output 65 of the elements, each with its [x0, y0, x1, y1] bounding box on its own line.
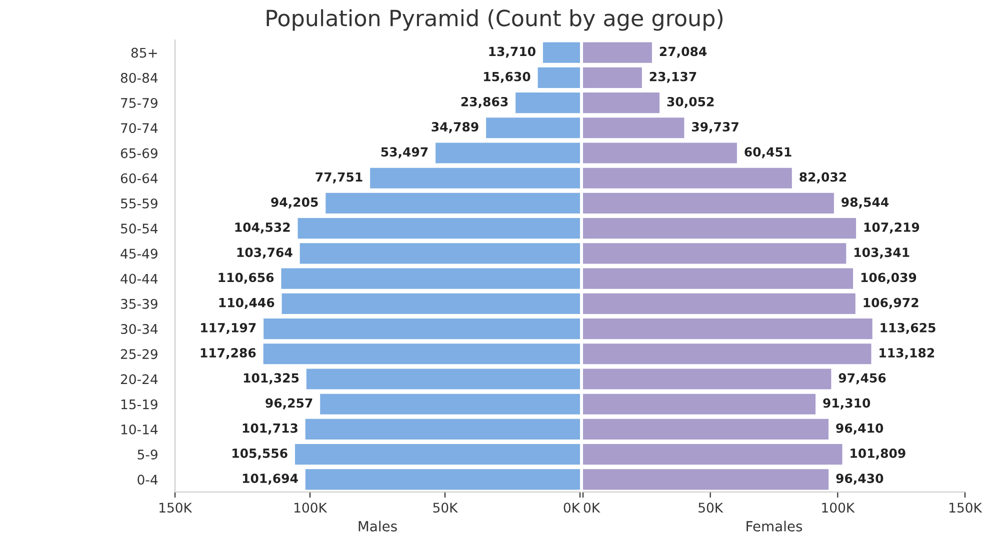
x-tick-label: 150K [160, 502, 192, 513]
y-tick-label: 15-19 [121, 399, 158, 410]
data-label: 60,451 [744, 147, 792, 158]
x-tick-label: 50K [698, 502, 724, 513]
y-tick-label: 45-49 [120, 248, 158, 259]
data-label: 91,310 [823, 398, 870, 410]
data-label: 113,182 [880, 348, 934, 360]
y-tick-label: 25-29 [120, 349, 158, 360]
data-label: 106,039 [861, 272, 916, 284]
x-tick-label: 100K [294, 502, 328, 513]
data-label: 105,556 [232, 448, 288, 460]
y-tick-label: 20-24 [120, 374, 158, 384]
data-label: 34,789 [432, 122, 478, 134]
data-label: 94,205 [271, 197, 318, 208]
x-axis-title: Females [746, 520, 802, 532]
y-tick-label: 70-74 [121, 123, 158, 134]
y-tick-label: 40-44 [120, 274, 158, 284]
data-label: 15,630 [484, 72, 530, 83]
data-label: 77,751 [316, 172, 362, 184]
y-tick-label: 30-34 [121, 324, 158, 334]
y-tick-label: 55-59 [121, 198, 158, 208]
x-tick-label: 0K [564, 502, 580, 513]
data-label: 106,972 [864, 298, 918, 309]
data-label: 101,713 [242, 423, 298, 434]
data-label: 96,257 [266, 398, 312, 410]
data-label: 113,625 [880, 322, 936, 334]
data-label: 104,532 [235, 222, 290, 234]
data-label: 117,197 [201, 322, 256, 334]
data-label: 101,325 [244, 373, 299, 384]
y-tick-label: 75-79 [121, 98, 158, 108]
data-label: 27,084 [660, 46, 707, 58]
x-tick-label: 50K [433, 502, 458, 513]
x-tick-label: 100K [822, 502, 855, 513]
data-label: 110,446 [219, 298, 274, 309]
data-label: 30,052 [667, 96, 714, 108]
x-tick-label: 0K [584, 502, 600, 513]
data-label: 117,286 [200, 348, 256, 360]
data-label: 39,737 [692, 122, 738, 134]
y-tick-label: 5-9 [138, 450, 158, 460]
y-tick-label: 80-84 [120, 72, 158, 83]
data-label: 103,341 [854, 248, 910, 259]
data-label: 82,032 [800, 172, 846, 184]
x-axis-title: Males [358, 520, 397, 532]
data-label: 53,497 [381, 147, 428, 158]
data-label: 98,544 [842, 197, 889, 208]
data-label: 107,219 [864, 222, 920, 234]
data-label: 101,809 [850, 448, 906, 460]
data-label: 13,710 [489, 46, 536, 58]
data-label: 103,764 [237, 248, 292, 259]
data-label: 23,863 [461, 96, 508, 108]
y-tick-label: 10-14 [121, 424, 158, 434]
y-tick-label: 60-64 [120, 173, 158, 184]
data-label: 101,694 [242, 474, 298, 485]
y-tick-label: 0-4 [138, 474, 158, 485]
data-label: 110,656 [218, 272, 274, 284]
y-tick-label: 65-69 [120, 148, 158, 158]
data-label: 96,430 [836, 474, 884, 485]
y-tick-label: 50-54 [121, 224, 158, 234]
data-label: 23,137 [650, 72, 696, 83]
data-label: 96,410 [836, 423, 884, 434]
y-tick-label: 85+ [131, 48, 157, 58]
data-label: 97,456 [838, 373, 886, 384]
x-tick-label: 150K [950, 502, 982, 513]
chart-title: Population Pyramid (Count by age group) [266, 9, 722, 31]
y-tick-label: 35-39 [121, 298, 158, 309]
